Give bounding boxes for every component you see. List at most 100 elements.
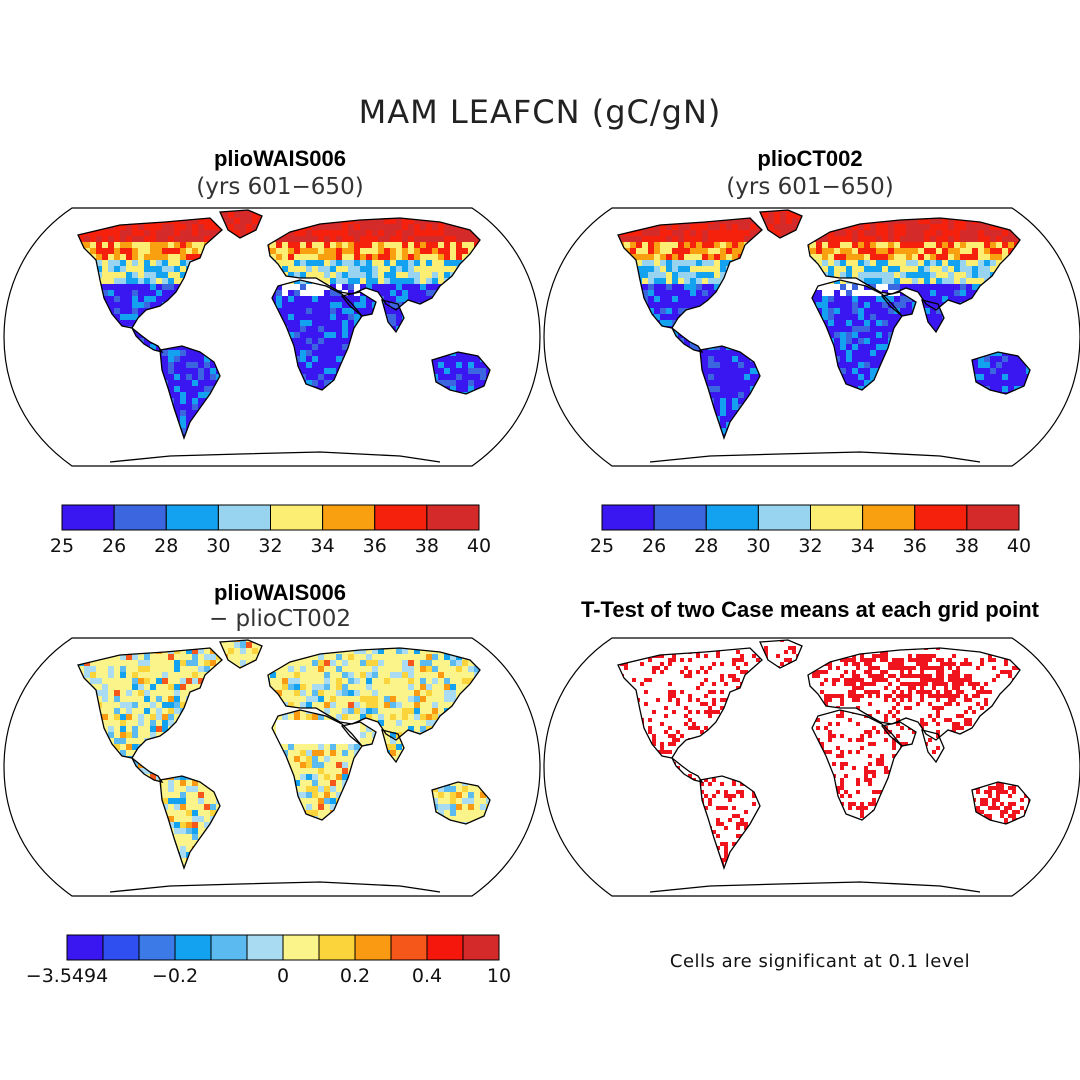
colorbar-2-box	[810, 504, 864, 531]
colorbar-1-label: 28	[154, 535, 178, 557]
colorbar-panel-2: 25 26 28 30 32 34 36 38 40	[590, 504, 1031, 557]
colorbar-3-box	[66, 934, 104, 961]
colorbar-3-box	[282, 934, 320, 961]
colorbar-2-label: 38	[955, 535, 979, 557]
colorbar-1-label: 26	[102, 535, 126, 557]
colorbar-2-box	[757, 504, 811, 531]
colorbar-3-box	[390, 934, 428, 961]
colorbar-3-label: 10	[487, 965, 511, 987]
colorbar-1-label: 38	[415, 535, 439, 557]
colorbar-1-box	[113, 504, 167, 531]
colorbar-2-box	[914, 504, 968, 531]
coastline-australia	[431, 351, 491, 395]
colorbar-1-label: 25	[50, 535, 74, 557]
coastline-northAmerica	[617, 647, 763, 759]
colorbar-3-label: 0	[277, 965, 289, 987]
colorbar-1-box	[165, 504, 219, 531]
panel-4-title: T-Test of two Case means at each grid po…	[580, 597, 1039, 622]
coastline-arabia	[880, 291, 917, 317]
colorbar-3-label: 0.2	[340, 965, 370, 987]
colorbar-3-box	[246, 934, 284, 961]
coastline-antarctica	[649, 881, 981, 893]
colorbar-1-label: 32	[258, 535, 282, 557]
coastline-southAmerica	[159, 345, 221, 440]
coastline-greenland	[219, 209, 263, 239]
colorbar-2-label: 28	[694, 535, 718, 557]
colorbar-1-box	[374, 504, 428, 531]
map-panel-1	[3, 207, 541, 467]
colorbar-2-label: 34	[851, 535, 875, 557]
coastline-greenland	[759, 639, 803, 669]
coastline-centralAmerica	[671, 757, 704, 784]
coastline-africa	[271, 709, 363, 821]
panel-3-subtitle: − plioCT002	[208, 606, 352, 632]
coastline-europeAsia	[267, 647, 481, 741]
colorbar-1-label: 40	[467, 535, 491, 557]
colorbar-2-label: 40	[1007, 535, 1031, 557]
colorbar-3-box	[102, 934, 140, 961]
coastline-india	[921, 299, 945, 334]
colorbar-1-box	[322, 504, 376, 531]
colorbar-3-box	[354, 934, 392, 961]
map-frame	[543, 637, 1080, 897]
coastline-arabia	[880, 721, 917, 747]
coastline-northAmerica	[77, 647, 223, 759]
coastline-europeAsia	[807, 217, 1021, 311]
coastline-antarctica	[109, 451, 441, 463]
colorbar-1-box	[270, 504, 324, 531]
coastline-arabia	[340, 291, 377, 317]
coastline-antarctica	[109, 881, 441, 893]
coastline-india	[921, 729, 945, 764]
colorbar-panel-1: 25 26 28 30 32 34 36 38 40	[50, 504, 491, 557]
colorbar-2-box	[966, 504, 1020, 531]
map-panel-3	[3, 637, 541, 897]
coastline-southAmerica	[159, 775, 221, 870]
colorbar-1-label: 30	[206, 535, 230, 557]
coastline-centralAmerica	[131, 757, 164, 784]
map-frame	[543, 207, 1080, 467]
colorbar-2-label: 30	[746, 535, 770, 557]
coastline-africa	[811, 279, 903, 391]
figure-title: MAM LEAFCN (gC/gN)	[358, 93, 722, 131]
colorbar-1-label: 34	[311, 535, 335, 557]
coastline-greenland	[759, 209, 803, 239]
panel-2-subtitle: (yrs 601−650)	[726, 174, 894, 200]
colorbar-panel-3: −3.5494 −0.2 0 0.2 0.4 10	[26, 934, 511, 987]
colorbar-3-label: 0.4	[412, 965, 442, 987]
colorbar-2-label: 25	[590, 535, 614, 557]
map-panel-2	[543, 207, 1080, 467]
colorbar-1-box	[61, 504, 115, 531]
colorbar-3-box	[426, 934, 464, 961]
colorbar-3-label: −0.2	[152, 965, 198, 987]
coastline-africa	[811, 709, 903, 821]
coastline-india	[381, 299, 405, 334]
colorbar-2-label: 36	[903, 535, 927, 557]
coastline-australia	[971, 351, 1031, 395]
coastline-europeAsia	[267, 217, 481, 311]
colorbar-3-box	[210, 934, 248, 961]
coastline-india	[381, 729, 405, 764]
colorbar-2-box	[705, 504, 759, 531]
coastline-centralAmerica	[131, 327, 164, 354]
coastline-northAmerica	[617, 217, 763, 329]
coastline-australia	[971, 781, 1031, 825]
colorbar-1-box	[426, 504, 480, 531]
coastline-arabia	[340, 721, 377, 747]
panel-1-title: plioWAIS006	[213, 146, 347, 171]
panel-2-title: plioCT002	[757, 146, 863, 171]
colorbar-2-label: 32	[798, 535, 822, 557]
map-frame	[3, 207, 541, 467]
colorbar-3-box	[462, 934, 500, 961]
coastline-africa	[271, 279, 363, 391]
coastline-antarctica	[649, 451, 981, 463]
coastline-greenland	[219, 639, 263, 669]
colorbar-2-box	[862, 504, 916, 531]
colorbar-1-box	[217, 504, 271, 531]
coastline-southAmerica	[699, 345, 761, 440]
colorbar-3-box	[138, 934, 176, 961]
map-panel-4	[543, 637, 1080, 897]
colorbar-2-box	[653, 504, 707, 531]
panel-1-subtitle: (yrs 601−650)	[196, 174, 364, 200]
map-frame	[3, 637, 541, 897]
colorbar-3-label: −3.5494	[26, 965, 108, 987]
